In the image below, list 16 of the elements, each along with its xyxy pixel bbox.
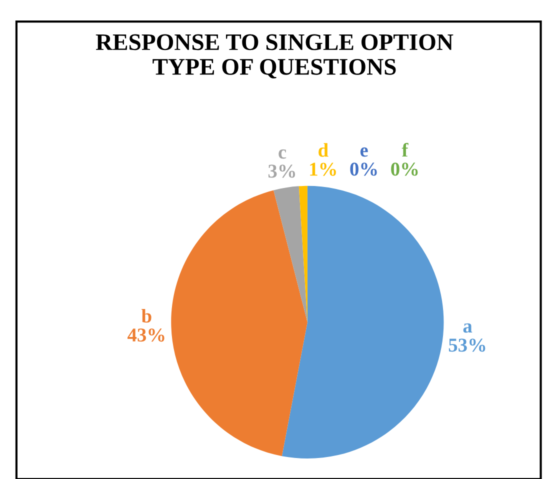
chart-title: RESPONSE TO SINGLE OPTION TYPE OF QUESTIONS bbox=[96, 34, 454, 78]
text: 0% bbox=[391, 162, 418, 176]
slice-label: a bbox=[463, 323, 472, 333]
slice-label: b bbox=[142, 308, 152, 323]
category-label: f bbox=[402, 142, 408, 157]
data-label: 3% bbox=[268, 164, 296, 178]
text: 0% bbox=[350, 162, 377, 176]
data-label: 53% bbox=[448, 338, 486, 352]
slice-label: d bbox=[318, 143, 328, 157]
slice-label: c bbox=[278, 149, 286, 159]
pie-slice bbox=[282, 186, 444, 459]
data-label: 43% bbox=[128, 328, 164, 342]
pie-slice bbox=[171, 190, 308, 456]
category-label: e bbox=[360, 147, 368, 157]
data-label: 1% bbox=[310, 162, 336, 176]
pie-slice bbox=[274, 186, 308, 322]
